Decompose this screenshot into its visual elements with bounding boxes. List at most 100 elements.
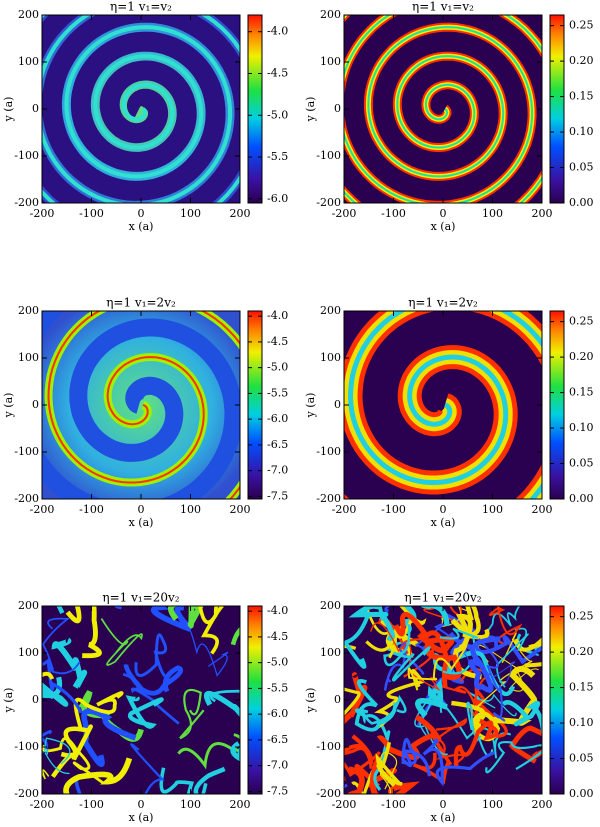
x-tick-label: 0 [138, 798, 145, 811]
colorbar-tick-label: -4.0 [267, 309, 288, 322]
x-tick-label: -100 [79, 207, 104, 220]
y-tick-label: 200 [320, 304, 341, 317]
y-tick-label: 200 [320, 8, 341, 21]
pattern [439, 627, 478, 675]
colorbar-tick-label: -5.0 [267, 656, 288, 669]
x-tick-label: 0 [138, 503, 145, 516]
y-axis-label: y (a) [2, 393, 15, 419]
y-tick-label: 100 [18, 55, 39, 68]
pattern [42, 657, 83, 714]
colorbar-tick-label: -7.5 [267, 489, 288, 502]
pattern [185, 625, 229, 677]
heatmap-image [344, 15, 542, 203]
pattern [348, 606, 395, 641]
pattern [42, 311, 240, 499]
x-tick-label: 0 [440, 207, 447, 220]
pattern [449, 631, 542, 665]
colorbar [247, 605, 263, 795]
x-tick-label: 200 [230, 207, 251, 220]
colorbar-tick-label: 0.25 [569, 315, 594, 328]
y-tick-label: 0 [32, 693, 39, 706]
pattern [415, 678, 448, 718]
pattern [347, 781, 421, 794]
pattern [379, 751, 398, 794]
x-tick-label: 0 [138, 207, 145, 220]
pattern [81, 708, 137, 768]
y-tick-label: -100 [14, 740, 39, 753]
x-tick-label: -100 [79, 798, 104, 811]
pattern [51, 637, 88, 689]
x-tick-label: -100 [79, 503, 104, 516]
x-tick-label: -200 [30, 503, 55, 516]
colorbar-tick-label: 0.20 [569, 350, 594, 363]
y-tick-label: 100 [320, 55, 341, 68]
y-axis-label: y (a) [304, 97, 317, 123]
x-tick-label: -200 [332, 503, 357, 516]
x-tick-label: 200 [230, 798, 251, 811]
colorbar-tick-label: 0.05 [569, 161, 594, 174]
x-tick-label: 100 [180, 503, 201, 516]
pattern [344, 15, 542, 203]
y-tick-label: 100 [18, 351, 39, 364]
pattern [198, 606, 224, 655]
colorbar-tick-label: 0.25 [569, 610, 594, 623]
x-tick-label: -200 [30, 798, 55, 811]
colorbar-tick-label: -5.0 [267, 108, 288, 121]
pattern [168, 606, 204, 629]
panel: -200 -100 0 100 200 -200 -100 0 100 200 η=1 v₁=20v… [304, 591, 594, 825]
colorbar-tick-label: 0.05 [569, 752, 594, 765]
y-axis-label: y (a) [2, 97, 15, 123]
pattern [203, 691, 240, 718]
title: η=1 v₁=20v₂ [404, 591, 481, 605]
x-tick-label: 100 [482, 798, 503, 811]
x-tick-label: 100 [180, 798, 201, 811]
pattern [508, 725, 542, 764]
pattern [477, 644, 539, 692]
colorbar-tick-label: -5.5 [267, 681, 288, 694]
x-tick-label: 100 [180, 207, 201, 220]
x-tick-label: -200 [332, 798, 357, 811]
pattern [134, 633, 168, 678]
pattern [209, 689, 240, 703]
colorbar-tick-label: 0.00 [569, 196, 594, 209]
y-tick-label: 0 [334, 102, 341, 115]
pattern [488, 606, 523, 644]
pattern [74, 774, 82, 794]
y-tick-label: 200 [320, 599, 341, 612]
panel: -200 -100 0 100 200 -200 -100 0 100 200 η=1 v₁=v₂ x… [304, 0, 594, 233]
y-tick-label: -100 [14, 149, 39, 162]
pattern [424, 606, 473, 623]
pattern [125, 695, 164, 729]
pattern [422, 738, 496, 787]
colorbar [247, 310, 263, 500]
colorbar-tick-label: -4.5 [267, 630, 288, 643]
pattern [344, 644, 361, 717]
colorbar-tick-label: 0.00 [569, 492, 594, 505]
y-tick-label: 200 [18, 8, 39, 21]
colorbar-tick-label: -7.0 [267, 759, 288, 772]
x-tick-label: 200 [532, 503, 553, 516]
title: η=1 v₁=20v₂ [102, 591, 179, 605]
pattern [466, 701, 494, 757]
pattern [392, 624, 431, 682]
y-tick-label: 0 [334, 398, 341, 411]
y-tick-label: -200 [316, 196, 341, 209]
pattern [193, 766, 226, 794]
pattern [42, 769, 50, 780]
colorbar-tick-label: -4.0 [267, 25, 288, 38]
pattern [347, 311, 542, 499]
x-tick-label: -200 [30, 207, 55, 220]
colorbar-tick-label: -5.5 [267, 150, 288, 163]
colorbar-tick-label: 0.20 [569, 645, 594, 658]
x-axis-label: x (a) [431, 516, 456, 529]
x-tick-label: 200 [230, 503, 251, 516]
panel: -200 -100 0 100 200 -200 -100 0 100 200 η=1 v₁=2v₂… [304, 296, 594, 530]
pattern [485, 741, 542, 774]
y-tick-label: -100 [316, 740, 341, 753]
colorbar-tick-label: 0.10 [569, 716, 594, 729]
pattern [73, 691, 124, 732]
pattern [44, 737, 71, 775]
colorbar [247, 14, 263, 204]
colorbar-tick-label: -5.5 [267, 386, 288, 399]
pattern [354, 679, 398, 732]
